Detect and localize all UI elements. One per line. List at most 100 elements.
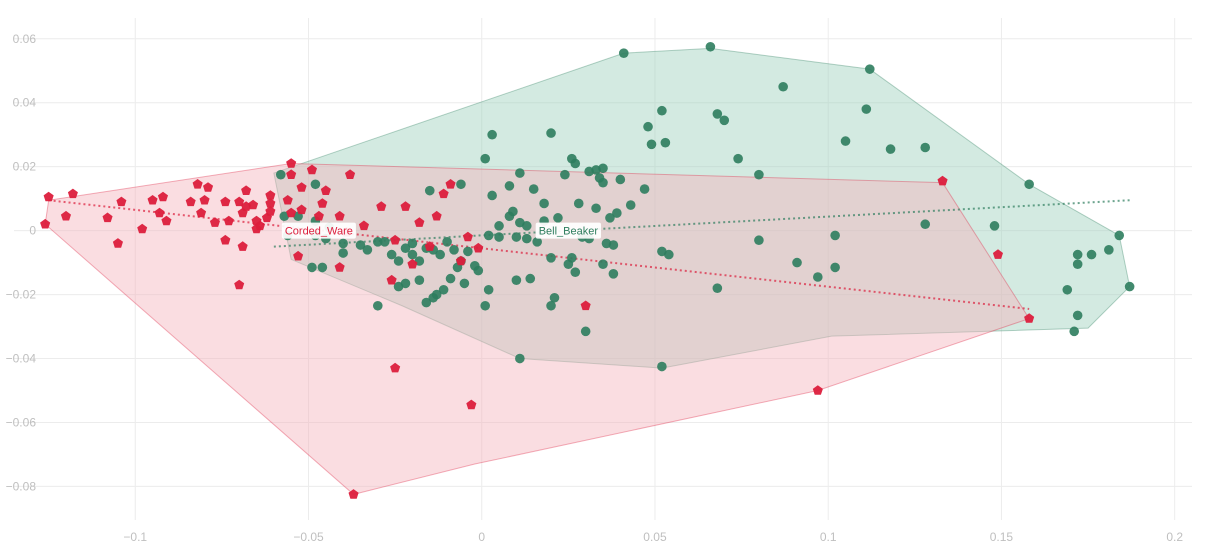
corded-ware-point[interactable] [154, 207, 165, 218]
bell-beaker-point[interactable] [317, 262, 328, 273]
corded-ware-point[interactable] [203, 182, 214, 192]
bell-beaker-point[interactable] [310, 179, 321, 190]
bell-beaker-point[interactable] [546, 300, 556, 311]
corded-ware-point[interactable] [473, 242, 484, 253]
bell-beaker-point[interactable] [362, 245, 373, 255]
corded-ware-point[interactable] [237, 241, 248, 251]
bell-beaker-point[interactable] [657, 105, 667, 116]
bell-beaker-point[interactable] [445, 273, 456, 284]
bell-beaker-point[interactable] [275, 169, 286, 180]
bell-beaker-point[interactable] [424, 185, 435, 196]
bell-beaker-point[interactable] [511, 275, 522, 285]
bell-beaker-point[interactable] [885, 144, 896, 154]
bell-beaker-point[interactable] [407, 238, 418, 249]
bell-beaker-point[interactable] [279, 211, 290, 222]
bell-beaker-point[interactable] [428, 292, 439, 303]
bell-beaker-point[interactable] [393, 256, 404, 266]
corded-ware-point[interactable] [296, 204, 307, 215]
bell-beaker-point[interactable] [570, 158, 581, 169]
bell-beaker-point[interactable] [1114, 230, 1125, 241]
corded-ware-point[interactable] [306, 164, 317, 175]
corded-ware-point[interactable] [358, 220, 369, 231]
bell-beaker-point[interactable] [487, 190, 497, 201]
corded-ware-point[interactable] [112, 238, 123, 248]
bell-beaker-point[interactable] [664, 249, 674, 260]
bell-beaker-point[interactable] [521, 221, 532, 231]
corded-ware-point[interactable] [220, 234, 231, 245]
bell-beaker-point[interactable] [625, 200, 636, 210]
corded-ware-point[interactable] [255, 220, 265, 231]
bell-beaker-point[interactable] [660, 137, 671, 148]
corded-ware-point[interactable] [185, 196, 196, 207]
corded-ware-point[interactable] [157, 191, 168, 202]
bell-beaker-point[interactable] [546, 253, 556, 263]
corded-ware-point[interactable] [223, 215, 234, 226]
bell-beaker-point[interactable] [494, 221, 504, 231]
bell-beaker-point[interactable] [646, 139, 657, 150]
corded-ware-point[interactable] [937, 175, 948, 186]
corded-ware-point[interactable] [209, 217, 220, 227]
bell-beaker-point[interactable] [840, 136, 851, 146]
bell-beaker-point[interactable] [573, 198, 584, 209]
bell-beaker-point[interactable] [379, 237, 390, 247]
corded-ware-point[interactable] [1024, 313, 1035, 323]
bell-beaker-point[interactable] [400, 243, 411, 254]
corded-ware-point[interactable] [431, 210, 442, 221]
corded-ware-point[interactable] [580, 300, 591, 311]
bell-beaker-point[interactable] [813, 272, 823, 282]
corded-ware-point[interactable] [334, 210, 345, 221]
corded-ware-point[interactable] [462, 231, 473, 242]
bell-beaker-point[interactable] [639, 184, 650, 194]
bell-beaker-point[interactable] [553, 213, 563, 223]
bell-beaker-point[interactable] [528, 184, 539, 194]
bell-beaker-point[interactable] [386, 249, 397, 260]
corded-ware-point[interactable] [192, 179, 203, 189]
corded-ware-point[interactable] [376, 201, 387, 211]
corded-ware-point[interactable] [296, 182, 307, 192]
corded-ware-point[interactable] [60, 210, 71, 221]
bell-beaker-point[interactable] [643, 121, 653, 132]
corded-ware-point[interactable] [334, 262, 345, 272]
corded-ware-point[interactable] [386, 274, 397, 285]
bell-beaker-point[interactable] [338, 248, 348, 258]
corded-ware-point[interactable] [67, 188, 78, 199]
bell-beaker-point[interactable] [511, 232, 522, 242]
bell-beaker-point[interactable] [1072, 249, 1083, 260]
bell-beaker-point[interactable] [1104, 245, 1114, 255]
bell-beaker-point[interactable] [605, 213, 615, 223]
corded-ware-point[interactable] [286, 169, 297, 179]
bell-beaker-point[interactable] [598, 177, 608, 188]
bell-beaker-point[interactable] [449, 245, 459, 255]
bell-beaker-point[interactable] [1072, 259, 1083, 270]
bell-beaker-point[interactable] [1124, 281, 1135, 292]
corded-ware-point[interactable] [313, 210, 324, 221]
bell-beaker-point[interactable] [483, 230, 494, 241]
bell-beaker-point[interactable] [421, 297, 432, 308]
bell-beaker-point[interactable] [456, 179, 466, 190]
bell-beaker-point[interactable] [920, 142, 931, 153]
bell-beaker-point[interactable] [442, 237, 452, 247]
bell-beaker-point[interactable] [864, 64, 875, 74]
corded-ware-point[interactable] [320, 185, 331, 195]
bell-beaker-point[interactable] [549, 292, 560, 303]
corded-ware-point[interactable] [438, 188, 449, 199]
bell-beaker-point[interactable] [560, 169, 570, 180]
corded-ware-point[interactable] [265, 190, 276, 200]
bell-beaker-point[interactable] [539, 198, 549, 209]
bell-beaker-point[interactable] [521, 233, 532, 244]
bell-beaker-point[interactable] [504, 181, 515, 191]
bell-beaker-point[interactable] [591, 165, 601, 175]
bell-beaker-point[interactable] [989, 221, 1000, 231]
bell-beaker-point[interactable] [372, 237, 383, 247]
corded-ware-point[interactable] [43, 191, 54, 202]
bell-beaker-point[interactable] [483, 284, 494, 295]
bell-beaker-point[interactable] [473, 265, 484, 276]
bell-beaker-point[interactable] [778, 81, 788, 92]
corded-ware-point[interactable] [241, 185, 252, 195]
bell-beaker-point[interactable] [754, 235, 764, 246]
bell-beaker-point[interactable] [338, 238, 348, 249]
corded-ware-point[interactable] [286, 207, 297, 218]
corded-ware-point[interactable] [293, 250, 304, 261]
corded-ware-point[interactable] [348, 489, 359, 499]
bell-beaker-point[interactable] [435, 249, 445, 260]
